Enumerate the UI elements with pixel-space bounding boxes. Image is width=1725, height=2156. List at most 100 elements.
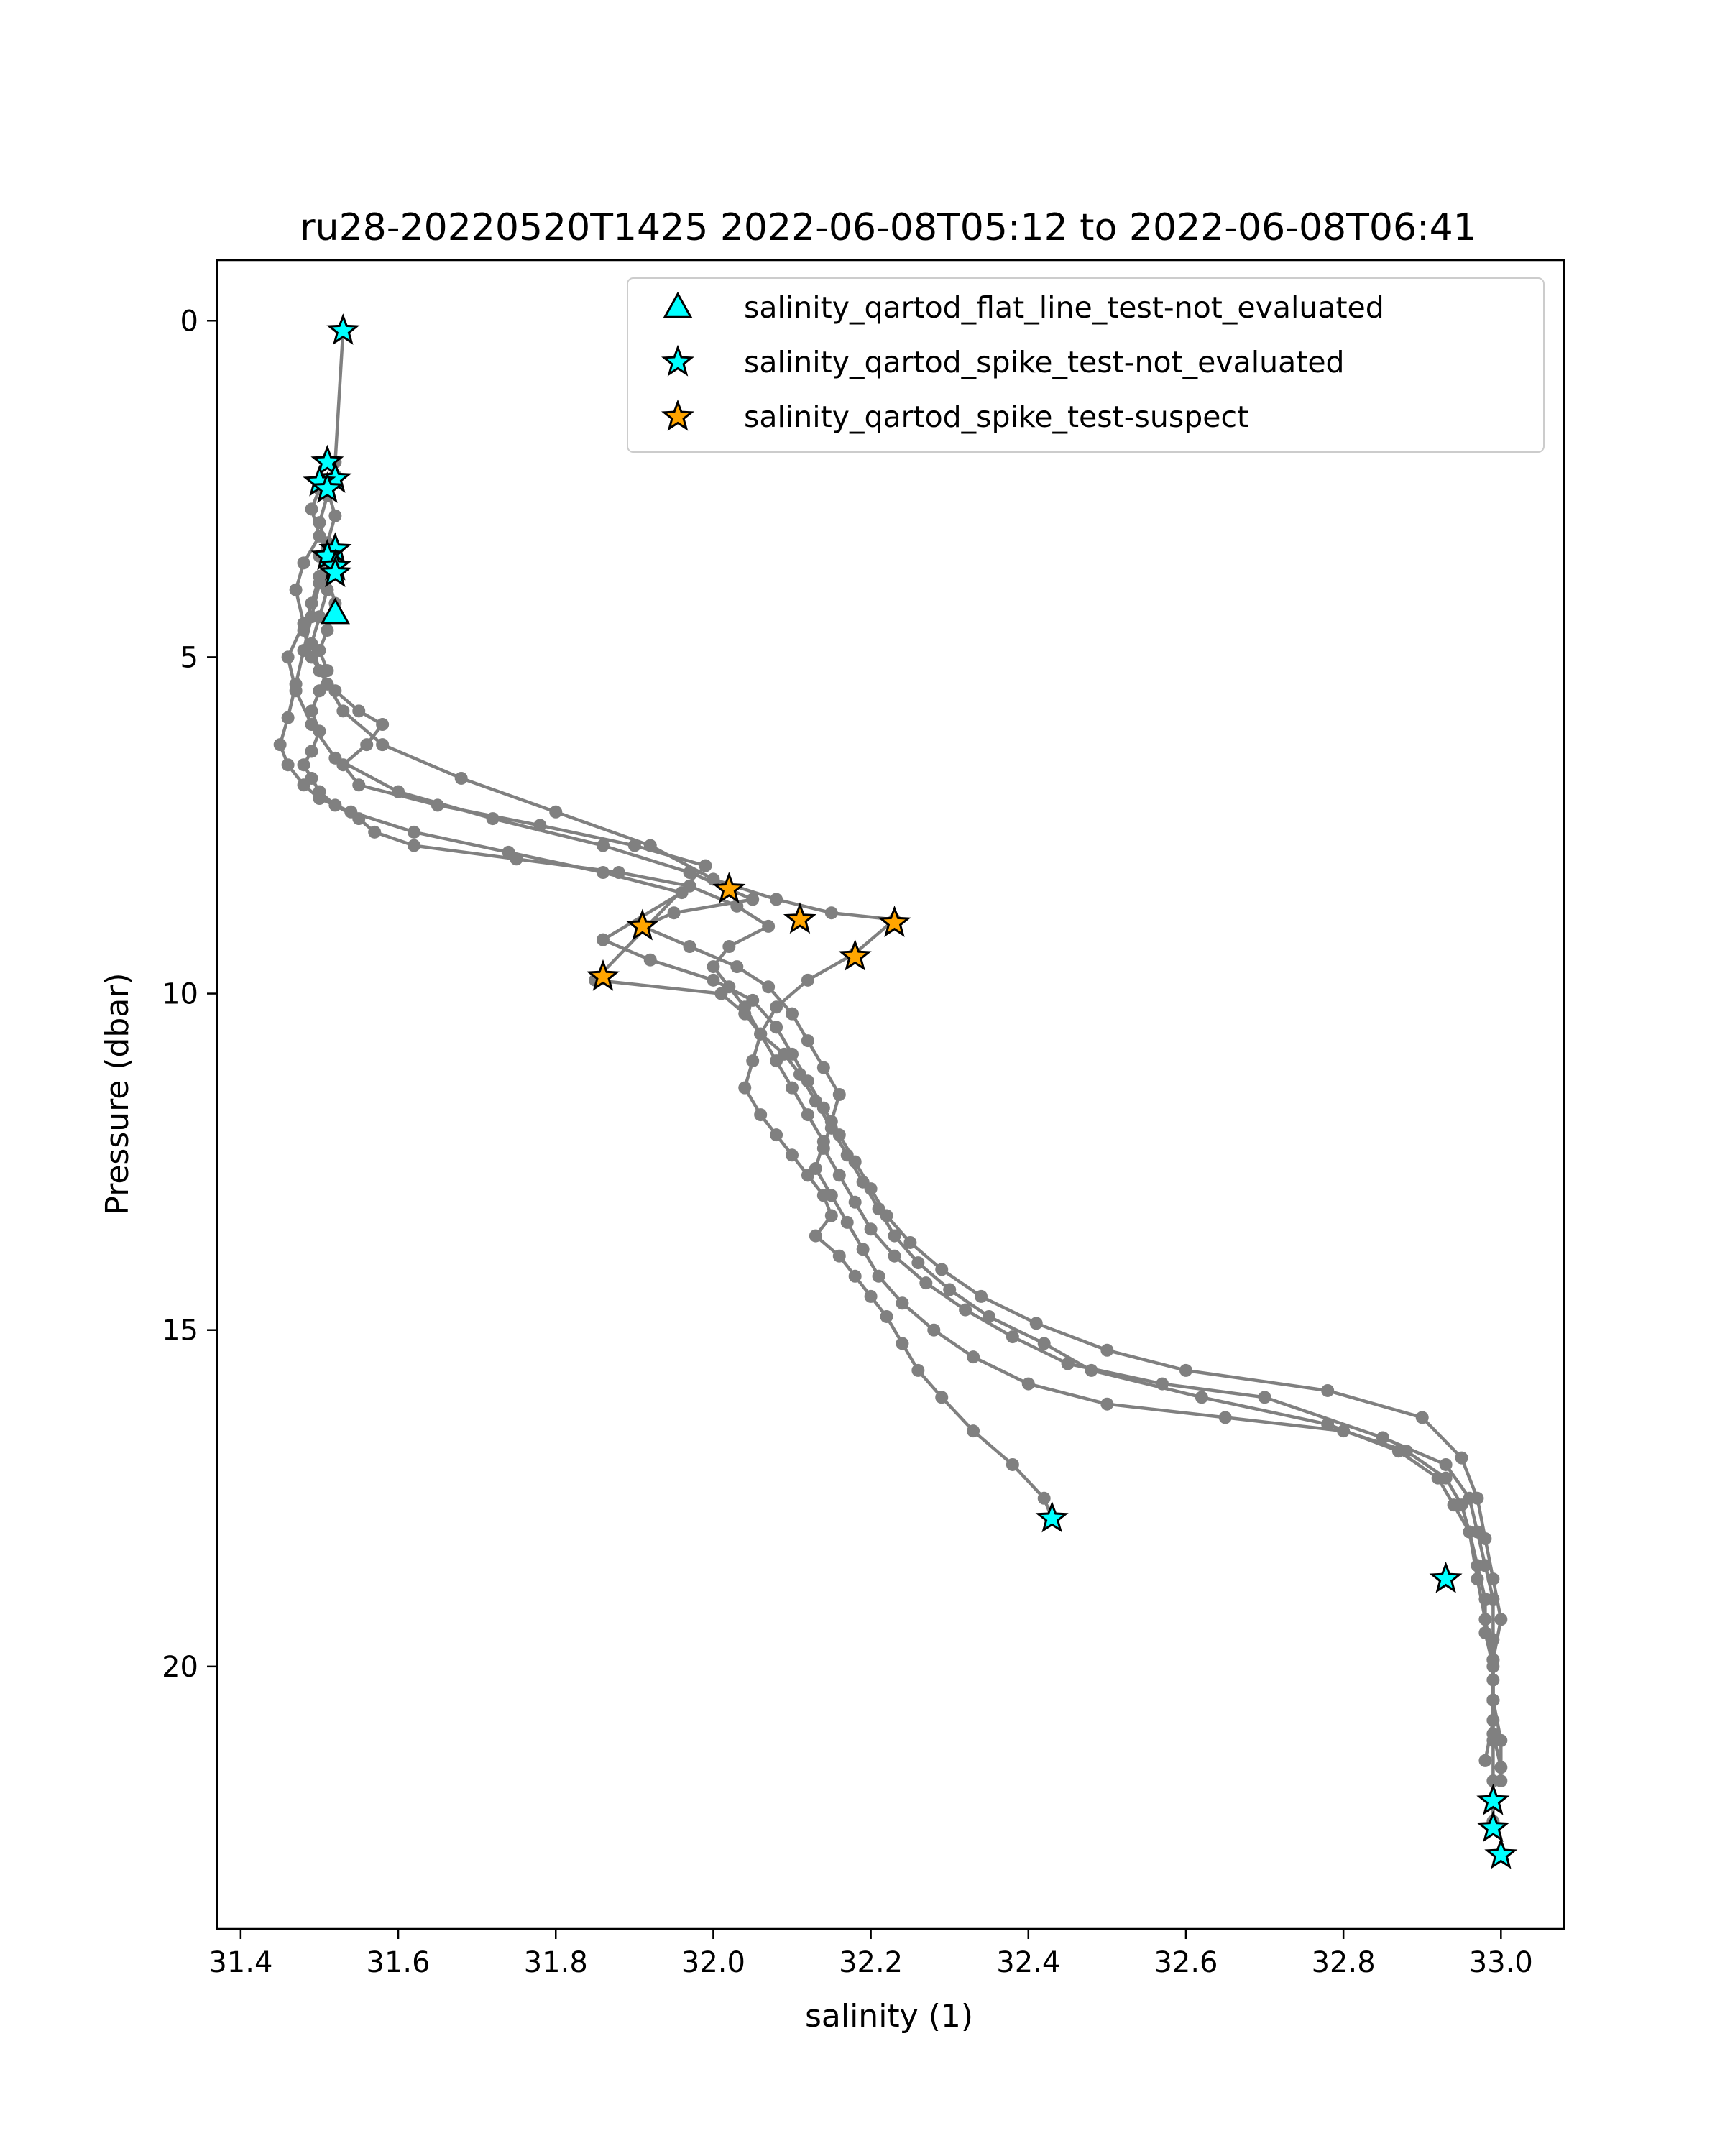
qc-marker-triangle [320,597,350,625]
profile-point [1494,1613,1508,1626]
qc-marker-star [1476,1810,1510,1843]
qc-marker-star [326,313,360,345]
profile-point [328,509,342,522]
profile-point [1218,1411,1232,1424]
profile-point [801,973,814,987]
profile-point [596,866,610,880]
profile-point [407,839,420,852]
qc-markers [303,313,1518,1869]
profile-point [746,993,760,1007]
profile-point [407,825,420,839]
profile-line-0 [302,331,1054,1519]
profile-point [376,718,390,732]
profile-point [313,529,326,543]
x-axis-ticks: 31.4 31.6 31.8 32.0 32.2 32.4 32.6 32.8 33.0 [208,1929,1533,1979]
profile-point [816,1061,830,1074]
profile-point [313,792,326,806]
x-tick-label: 31.6 [367,1946,431,1979]
chart-title: ru28-20220520T1425 2022-06-08T05:12 to 2… [300,206,1476,249]
profile-point [1486,1774,1500,1788]
legend-box [627,277,1545,453]
profile-point [1455,1451,1468,1465]
profile-point [943,1283,957,1296]
y-tick-label: 10 [162,978,198,1011]
qc-marker-star [318,556,352,588]
y-tick-label: 15 [162,1314,198,1348]
profile-point [1478,1754,1492,1767]
profile-point [1486,1733,1500,1747]
profile-point [289,677,303,691]
profile-point [832,1088,846,1101]
x-tick-label: 32.2 [839,1946,903,1979]
profile-point [762,980,776,994]
profile-point [809,1229,822,1243]
profile-point [683,940,696,954]
legend: salinity_qartod_flat_line_test-not_evalu… [627,277,1545,453]
profile-point [667,906,681,920]
profile-point [793,1067,806,1081]
profile-point [352,778,366,792]
legend-marker-triangle [663,291,693,318]
profile-point [919,1276,933,1290]
profile-point [1037,1337,1051,1350]
profile-point [1085,1363,1098,1377]
y-tick-label: 20 [162,1651,198,1684]
legend-label: salinity_qartod_flat_line_test-not_evalu… [744,290,1384,325]
qc-marker-star [838,939,872,971]
profile-point [809,1161,822,1175]
profile-point [1376,1431,1389,1445]
profile-point [1100,1397,1114,1411]
profile-point [336,758,350,772]
y-tick-label: 0 [180,305,198,338]
profile-point [1029,1317,1043,1330]
profile-point [714,987,728,1000]
profile-point [1486,1572,1500,1586]
profile-point [959,1303,972,1317]
profile-point [848,1195,862,1209]
profile-point [864,1289,878,1303]
profile-point [730,960,744,974]
profile-point [848,1269,862,1283]
profile-point [321,623,334,637]
profile-point [368,825,382,839]
profile-point [880,1309,893,1323]
profile-point [738,1081,752,1095]
profile-point [762,919,776,933]
profile-point [376,738,390,752]
profile-point [770,1021,783,1034]
profile-point [816,1141,830,1155]
profile-point [313,664,326,678]
profile-point [1321,1417,1335,1431]
profile-point [1486,1693,1500,1707]
profile-point [289,583,303,596]
qc-marker-star [625,908,659,941]
profile-point [1486,1653,1500,1667]
profile-point [344,805,358,819]
profile-point [896,1296,909,1310]
profile-point [281,650,295,664]
profile-point [305,745,318,758]
profile-point [1447,1498,1460,1512]
profile-point [1431,1471,1445,1485]
profile-point [1392,1445,1405,1458]
qc-marker-star [310,444,344,476]
profile-point [824,1189,838,1202]
profile-point [297,758,310,772]
x-tick-label: 32.6 [1154,1946,1218,1979]
profile-point [824,1209,838,1222]
profile-point [533,819,547,832]
profile-point [770,1128,783,1142]
legend-label: salinity_qartod_spike_test-not_evaluated [744,345,1345,379]
profile-point [1100,1343,1114,1357]
profile-point [809,1095,822,1108]
legend-entries: salinity_qartod_flat_line_test-not_evalu… [661,290,1384,434]
profile-point [754,1027,768,1041]
profile-point [738,1007,752,1021]
y-axis-label: Pressure (dbar) [99,972,136,1215]
profile-point [722,940,736,954]
profile-point [927,1323,941,1337]
profile-point [786,1148,799,1162]
qc-marker-star [712,872,746,904]
x-tick-label: 31.8 [524,1946,588,1979]
profile-point [1415,1411,1429,1424]
